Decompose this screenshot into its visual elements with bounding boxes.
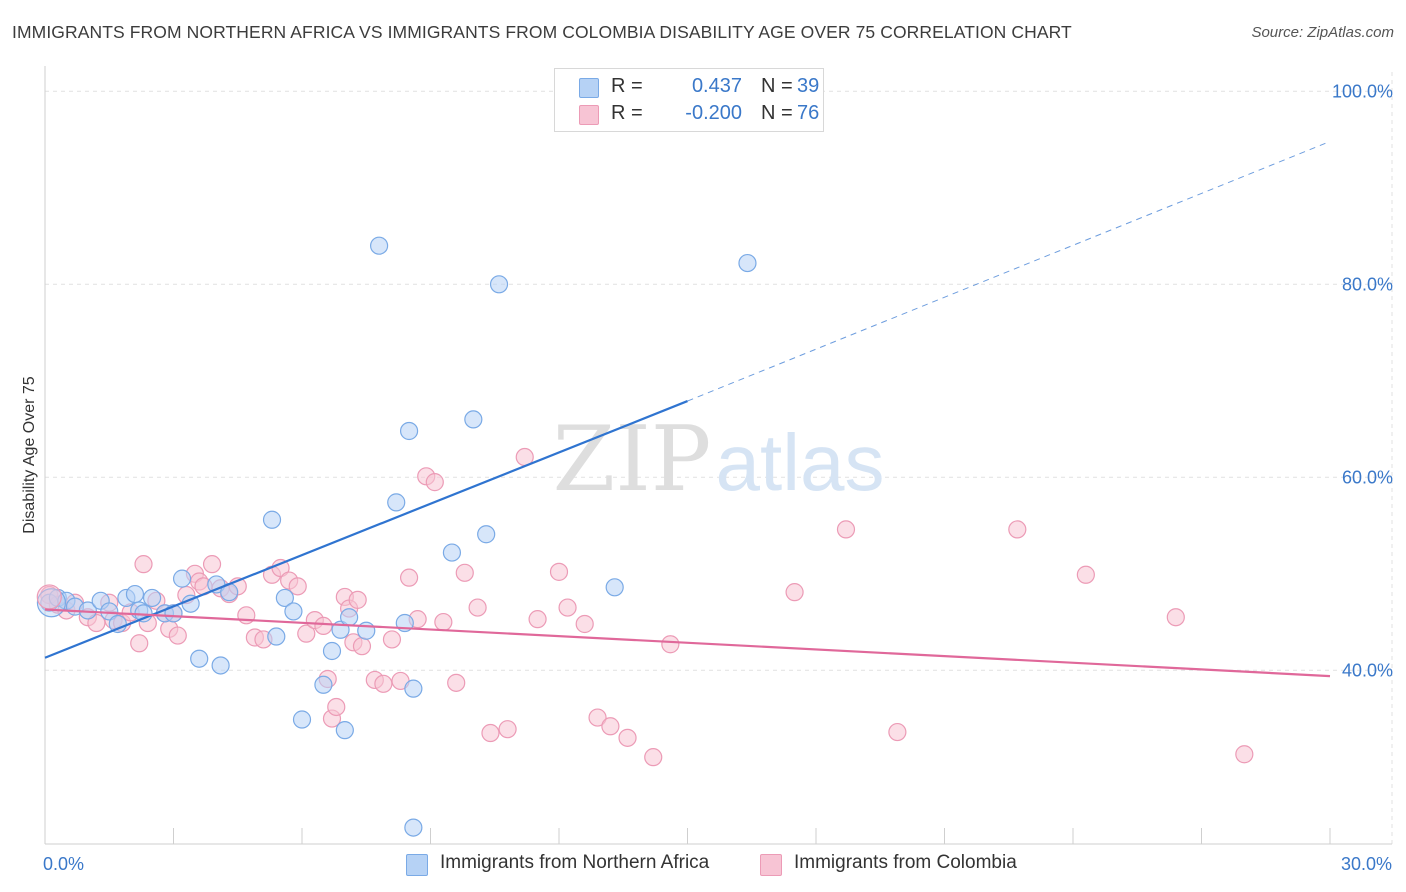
trend-line-colombia xyxy=(44,608,1331,678)
watermark-zip: ZIP xyxy=(553,407,712,512)
point-colombia xyxy=(87,613,106,633)
point-colombia xyxy=(455,563,474,582)
gridlines xyxy=(45,72,1393,844)
point-colombia xyxy=(130,634,149,653)
legend-n-label: N = xyxy=(761,102,793,124)
point-colombia xyxy=(588,708,607,727)
point-northern-africa xyxy=(190,649,209,668)
point-northern-africa xyxy=(442,543,462,562)
point-northern-africa xyxy=(489,275,509,294)
point-colombia xyxy=(785,583,804,602)
point-northern-africa xyxy=(125,584,145,604)
point-colombia xyxy=(1008,520,1027,539)
data-points xyxy=(36,236,1254,837)
point-colombia xyxy=(134,555,153,574)
legend-r-label: R = xyxy=(611,75,643,97)
point-colombia xyxy=(447,673,466,692)
point-northern-africa xyxy=(267,627,286,646)
point-northern-africa xyxy=(399,421,419,441)
legend-n-value: 76 xyxy=(797,102,820,124)
y-tick-label: 40.0% xyxy=(1342,660,1393,680)
axes xyxy=(44,66,1392,845)
point-colombia xyxy=(549,562,569,581)
point-colombia xyxy=(352,637,372,656)
watermark-atlas: atlas xyxy=(716,418,885,507)
point-northern-africa xyxy=(335,721,354,740)
point-colombia xyxy=(1166,608,1185,627)
bottom-legend-label-pink: Immigrants from Colombia xyxy=(794,852,1017,873)
point-northern-africa xyxy=(387,493,406,512)
point-colombia xyxy=(836,520,856,539)
point-northern-africa xyxy=(464,410,483,429)
point-colombia xyxy=(468,598,487,617)
point-northern-africa xyxy=(142,588,162,608)
point-northern-africa xyxy=(262,510,282,529)
watermark: ZIP atlas xyxy=(553,407,885,512)
point-colombia xyxy=(288,577,307,596)
point-northern-africa xyxy=(738,253,757,273)
point-colombia xyxy=(327,697,346,717)
legend: R = 0.437 N = 39 R = -0.200 N = 76 xyxy=(554,68,824,132)
point-colombia xyxy=(382,630,402,649)
point-northern-africa xyxy=(292,710,312,729)
legend-r-label: R = xyxy=(611,102,643,124)
source-label: Source: ZipAtlas.com xyxy=(1251,24,1394,41)
legend-r-value: 0.437 xyxy=(691,75,742,97)
point-northern-africa xyxy=(322,641,342,661)
point-colombia xyxy=(618,728,637,747)
point-colombia xyxy=(202,555,222,574)
legend-r-value: -0.200 xyxy=(685,102,742,124)
point-colombia xyxy=(399,568,419,587)
legend-swatch-blue xyxy=(579,78,599,98)
point-colombia xyxy=(661,635,680,654)
y-tick-label: 80.0% xyxy=(1342,274,1393,294)
trend-line-northern-africa-extension xyxy=(687,141,1331,402)
point-northern-africa xyxy=(211,656,230,675)
point-northern-africa xyxy=(404,818,423,837)
point-northern-africa xyxy=(370,236,389,255)
point-northern-africa xyxy=(477,525,496,544)
trend-lines xyxy=(44,141,1331,678)
point-northern-africa xyxy=(275,588,294,608)
point-colombia xyxy=(481,723,500,743)
point-colombia xyxy=(498,720,517,739)
point-colombia xyxy=(434,612,453,632)
bottom-legend-swatch-blue xyxy=(406,854,428,876)
y-axis-label: Disability Age Over 75 xyxy=(21,376,38,534)
bottom-legend-swatch-pink xyxy=(760,854,782,876)
point-colombia xyxy=(888,722,907,742)
y-tick-label: 100.0% xyxy=(1332,81,1393,101)
point-colombia xyxy=(601,717,620,736)
chart-title: IMMIGRANTS FROM NORTHERN AFRICA VS IMMIG… xyxy=(12,22,1072,42)
point-colombia xyxy=(558,598,577,617)
point-colombia xyxy=(348,590,367,609)
point-colombia xyxy=(1235,745,1254,764)
point-northern-africa xyxy=(284,602,303,621)
point-colombia xyxy=(314,616,333,636)
point-northern-africa xyxy=(314,675,333,694)
legend-swatch-pink xyxy=(579,105,599,125)
point-northern-africa xyxy=(172,569,192,588)
tick-labels: 40.0% 60.0% 80.0% 100.0% 0.0% 30.0% xyxy=(43,81,1393,874)
bottom-legend-label-blue: Immigrants from Northern Africa xyxy=(440,852,710,873)
point-colombia xyxy=(168,626,187,645)
point-northern-africa xyxy=(340,608,359,627)
x-tick-label: 30.0% xyxy=(1341,854,1392,874)
legend-n-value: 39 xyxy=(797,75,820,97)
point-colombia xyxy=(425,473,444,492)
point-northern-africa xyxy=(404,679,423,698)
point-colombia xyxy=(1076,565,1095,584)
point-colombia xyxy=(297,624,316,643)
point-colombia xyxy=(528,610,547,629)
point-colombia xyxy=(374,674,393,693)
legend-n-label: N = xyxy=(761,75,793,97)
x-tick-label: 0.0% xyxy=(43,854,84,874)
point-northern-africa xyxy=(108,614,127,634)
point-colombia xyxy=(36,584,62,610)
point-northern-africa xyxy=(605,578,624,597)
y-tick-label: 60.0% xyxy=(1342,467,1393,487)
point-colombia xyxy=(575,614,594,634)
point-colombia xyxy=(644,748,663,767)
